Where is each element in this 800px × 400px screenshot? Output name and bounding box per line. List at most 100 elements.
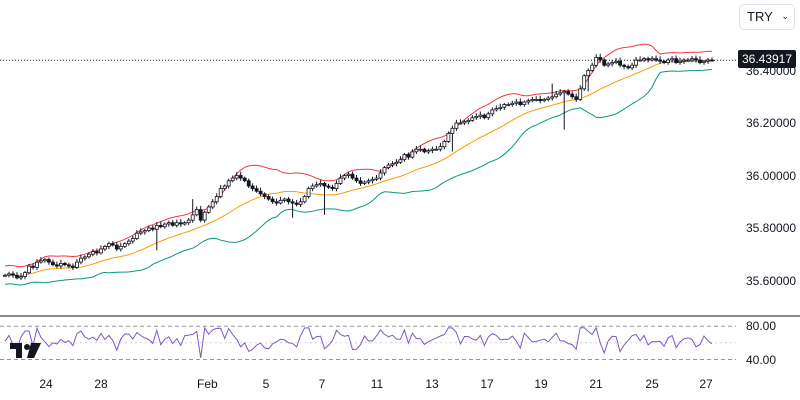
candle-body	[250, 185, 255, 189]
candle-body	[15, 274, 19, 279]
candle-body	[466, 120, 471, 123]
candle-body	[254, 188, 259, 192]
candle-body	[314, 184, 319, 187]
time-tick-label: 21	[589, 377, 603, 391]
candle-body	[546, 97, 551, 100]
candle-body	[570, 93, 575, 98]
candle-body	[494, 108, 499, 111]
candle-body	[19, 276, 23, 279]
candle-body	[134, 232, 139, 239]
candle-body	[518, 101, 523, 105]
tradingview-logo[interactable]	[9, 340, 43, 360]
candle-body	[79, 257, 83, 263]
time-tick-label: 17	[480, 377, 494, 391]
candle-body	[450, 127, 455, 135]
candle-body	[370, 178, 375, 182]
candle-body	[418, 148, 423, 151]
candle-body	[478, 114, 483, 117]
candle-body	[35, 261, 39, 268]
candle-body	[434, 148, 439, 151]
candle-body	[99, 248, 103, 254]
candle-body	[558, 92, 563, 95]
candle-body	[502, 104, 507, 108]
candle-body	[310, 185, 315, 189]
candle-body	[506, 104, 511, 106]
rsi-tick-label: 80.00	[746, 319, 777, 334]
candle-body	[354, 177, 359, 182]
candle-body	[462, 121, 467, 124]
candle-body	[578, 88, 583, 100]
candle-body	[606, 63, 610, 66]
candle-body	[51, 261, 55, 266]
time-tick-label: 13	[425, 377, 439, 391]
candle-body	[534, 99, 539, 101]
rsi-line	[4, 326, 713, 358]
candle-body	[510, 102, 515, 106]
currency-selector[interactable]: TRY ⌄	[739, 4, 795, 30]
candle-body	[582, 75, 587, 90]
candle-body	[55, 264, 59, 267]
candle-body	[470, 117, 475, 121]
candle-body	[186, 219, 191, 224]
candle-body	[690, 58, 694, 61]
candle-body	[590, 64, 595, 71]
candle-body	[170, 222, 175, 226]
candle-body	[446, 133, 451, 142]
candle-body	[130, 238, 135, 242]
candle-body	[3, 274, 7, 277]
candle-body	[438, 146, 443, 150]
candle-body	[202, 211, 207, 221]
candle-body	[622, 64, 626, 67]
rsi-tick-label: 40.00	[746, 352, 777, 367]
candle-body	[322, 182, 327, 187]
candle-body	[290, 201, 295, 204]
candle-body	[238, 175, 243, 179]
currency-label: TRY	[747, 9, 773, 24]
candle-body	[31, 265, 35, 268]
candle-body	[262, 193, 267, 197]
time-tick-label: 11	[370, 377, 384, 391]
chevron-down-icon: ⌄	[781, 11, 789, 21]
candle-body	[234, 175, 239, 179]
candle-body	[374, 177, 379, 180]
candle-body	[214, 196, 219, 203]
candle-body	[498, 106, 503, 110]
candle-body	[666, 59, 670, 63]
candle-body	[554, 93, 559, 98]
candle-body	[382, 167, 387, 174]
candle-body	[414, 148, 419, 153]
candle-body	[586, 70, 591, 77]
candle-body	[426, 150, 431, 153]
candle-body	[678, 60, 682, 63]
candle-body	[486, 113, 491, 119]
candle-body	[270, 198, 275, 203]
candle-body	[306, 188, 311, 197]
candle-body	[538, 99, 543, 102]
candle-body	[118, 245, 123, 250]
candle-body	[114, 244, 119, 250]
candle-body	[330, 186, 335, 190]
candle-body	[394, 161, 399, 165]
candle-body	[526, 100, 531, 103]
candle-body	[402, 154, 407, 161]
candle-body	[75, 261, 79, 268]
candle-body	[398, 159, 403, 163]
candle-body	[23, 272, 27, 277]
candle-body	[634, 59, 638, 66]
candle-body	[174, 222, 179, 226]
candle-body	[278, 199, 283, 204]
candle-body	[430, 148, 435, 151]
candle-body	[282, 198, 287, 201]
candle-body	[110, 243, 115, 246]
candle-body	[662, 60, 666, 63]
candle-body	[598, 57, 603, 61]
candle-body	[166, 222, 171, 225]
candle-body	[342, 175, 347, 179]
candle-body	[71, 265, 75, 268]
candle-body	[302, 196, 307, 203]
candle-body	[158, 224, 163, 228]
candle-body	[63, 262, 67, 266]
candle-body	[91, 251, 95, 255]
candle-body	[59, 262, 63, 267]
